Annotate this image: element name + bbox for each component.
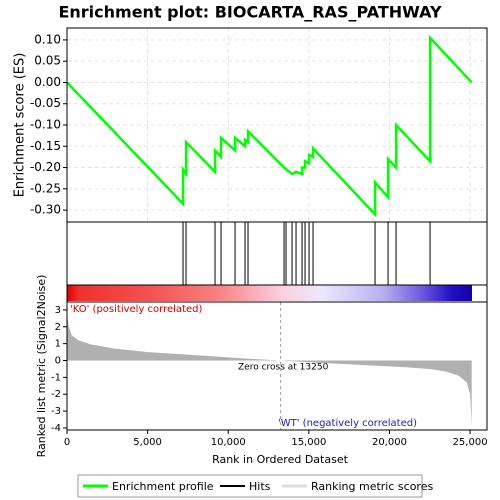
x-tick-label: 20,000 <box>372 437 407 448</box>
y-tick-label: -3 <box>51 406 61 417</box>
x-axis-label: Rank in Ordered Dataset <box>212 453 349 466</box>
x-tick-label: 15,000 <box>291 437 326 448</box>
y-tick-label: -0.25 <box>30 181 61 195</box>
legend <box>77 474 423 498</box>
y-tick-label: -4 <box>51 423 61 434</box>
y-tick-label: 3 <box>55 305 61 316</box>
y-tick-label: 1 <box>55 339 61 350</box>
legend-label: Ranking metric scores <box>311 480 433 493</box>
y-tick-label: -0.20 <box>30 160 61 174</box>
legend-label: Enrichment profile <box>112 480 214 493</box>
y-tick-label: -2 <box>51 389 61 400</box>
x-tick-label: 10,000 <box>211 437 246 448</box>
y-tick-label: 2 <box>55 322 61 333</box>
y-tick-label: 0 <box>55 356 61 367</box>
x-tick-label: 0 <box>64 437 70 448</box>
panel-frame <box>66 284 488 303</box>
annotation: Zero cross at 13250 <box>238 363 329 373</box>
annotation: 'KO' (positively correlated) <box>70 304 202 315</box>
y-axis-label: Ranked list metric (Signal2Noise) <box>35 275 48 458</box>
es-line <box>66 34 473 218</box>
chart-title: Enrichment plot: BIOCARTA_RAS_PATHWAY <box>58 3 441 22</box>
y-tick-label: -0.10 <box>30 118 61 132</box>
annotation: 'WT' (negatively correlated) <box>278 418 417 429</box>
y-axis-label: Enrichment score (ES) <box>13 53 28 198</box>
y-tick-label: -0.15 <box>30 139 61 153</box>
x-tick-label: 5,000 <box>133 437 162 448</box>
color-bar <box>67 285 472 301</box>
y-tick-label: 0.05 <box>34 54 61 68</box>
y-tick-label: 0.10 <box>34 32 61 46</box>
y-tick-label: 0.00 <box>34 75 61 89</box>
y-tick-label: -0.30 <box>30 203 61 217</box>
x-tick-label: 25,000 <box>453 437 488 448</box>
panel-frame <box>66 221 488 286</box>
y-tick-label: -0.05 <box>30 96 61 110</box>
y-tick-label: -1 <box>51 372 61 383</box>
legend-label: Hits <box>249 480 271 493</box>
